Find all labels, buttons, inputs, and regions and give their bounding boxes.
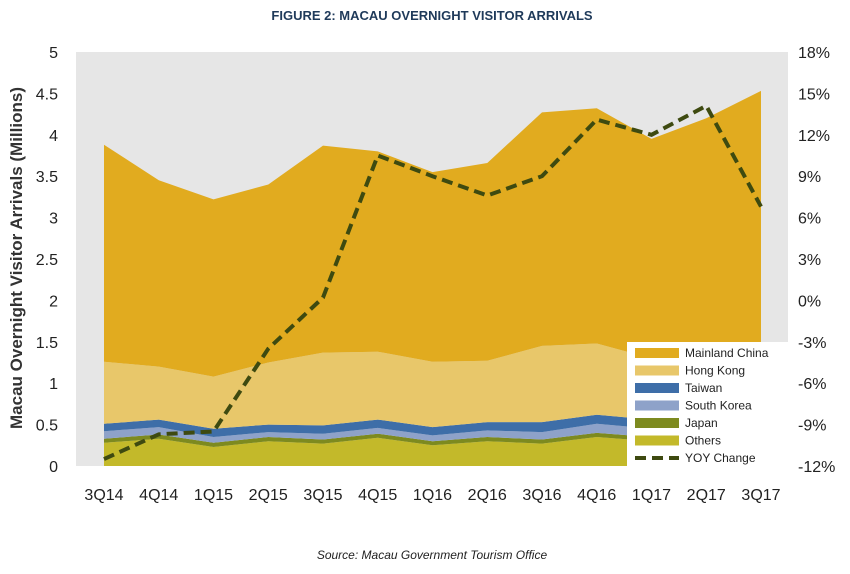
y2-tick-label: -6% bbox=[798, 376, 826, 393]
y2-tick-label: -3% bbox=[798, 335, 826, 352]
legend-swatch bbox=[635, 348, 679, 358]
x-tick-label: 4Q16 bbox=[577, 487, 616, 504]
y2-tick-label: 12% bbox=[798, 128, 830, 145]
y-axis-left: 0 0.5 1 1.5 2 2.5 3 3.5 4 4.5 5 bbox=[36, 45, 58, 476]
area-taiwan bbox=[104, 414, 761, 437]
y2-tick-label: 18% bbox=[798, 45, 830, 62]
legend-swatch bbox=[635, 400, 679, 411]
chart-title: FIGURE 2: MACAU OVERNIGHT VISITOR ARRIVA… bbox=[271, 8, 592, 23]
y-tick-label: 0.5 bbox=[36, 418, 58, 435]
yoy-line-group bbox=[103, 103, 763, 461]
y-tick-label: 2 bbox=[49, 293, 58, 310]
legend-swatch bbox=[635, 435, 679, 446]
y2-tick-label: 9% bbox=[798, 169, 821, 186]
y-axis-label: Macau Overnight Visitor Arrivals (Millio… bbox=[7, 87, 26, 429]
x-tick-label: 1Q16 bbox=[413, 487, 452, 504]
x-tick-label: 1Q15 bbox=[194, 487, 233, 504]
legend-label: Japan bbox=[685, 416, 718, 430]
stacked-areas bbox=[104, 90, 761, 466]
x-tick-label: 4Q15 bbox=[358, 487, 397, 504]
x-tick-label: 2Q17 bbox=[687, 487, 726, 504]
y-tick-label: 3 bbox=[49, 211, 58, 228]
legend: Mainland China Hong Kong Taiwan South Korea… bbox=[627, 342, 788, 471]
legend-label: Others bbox=[685, 434, 721, 448]
legend-swatch bbox=[635, 383, 679, 393]
x-tick-label: 2Q16 bbox=[468, 487, 507, 504]
legend-label: YOY Change bbox=[685, 451, 756, 465]
y-tick-label: 3.5 bbox=[36, 169, 58, 186]
area-hong-kong bbox=[104, 343, 761, 429]
y-tick-label: 5 bbox=[49, 45, 58, 62]
y-tick-label: 1 bbox=[49, 376, 58, 393]
x-axis: 3Q14 4Q14 1Q15 2Q15 3Q15 4Q15 1Q16 2Q16 3Q16 4Q16… bbox=[84, 487, 780, 504]
legend-label: Mainland China bbox=[685, 346, 769, 360]
legend-label: Taiwan bbox=[685, 381, 722, 395]
y2-tick-label: 15% bbox=[798, 86, 830, 103]
legend-label: Hong Kong bbox=[685, 364, 745, 378]
area-others bbox=[104, 436, 761, 466]
x-tick-label: 4Q14 bbox=[139, 487, 178, 504]
y2-tick-label: 3% bbox=[798, 252, 821, 269]
x-tick-label: 3Q16 bbox=[522, 487, 561, 504]
x-tick-label: 2Q15 bbox=[249, 487, 288, 504]
yoy-change-line bbox=[103, 103, 763, 461]
y2-tick-label: -12% bbox=[798, 459, 835, 476]
legend-swatch bbox=[635, 418, 679, 428]
y-tick-label: 4.5 bbox=[36, 86, 58, 103]
source-note: Source: Macau Government Tourism Office bbox=[317, 548, 548, 562]
legend-label: South Korea bbox=[685, 399, 752, 413]
y-tick-label: 1.5 bbox=[36, 335, 58, 352]
area-japan bbox=[104, 432, 761, 447]
legend-swatch bbox=[635, 365, 679, 376]
x-tick-label: 3Q17 bbox=[741, 487, 780, 504]
y-tick-label: 2.5 bbox=[36, 252, 58, 269]
y-tick-label: 4 bbox=[49, 128, 58, 145]
x-tick-label: 3Q15 bbox=[303, 487, 342, 504]
x-tick-label: 1Q17 bbox=[632, 487, 671, 504]
y2-tick-label: -9% bbox=[798, 418, 826, 435]
y2-tick-label: 6% bbox=[798, 211, 821, 228]
area-mainland-china bbox=[104, 90, 761, 377]
y-tick-label: 0 bbox=[49, 459, 58, 476]
y-axis-right: -12% -9% -6% -3% 0% 3% 6% 9% 12% 15% 18% bbox=[798, 45, 835, 476]
y2-tick-label: 0% bbox=[798, 293, 821, 310]
area-south-korea bbox=[104, 423, 761, 443]
x-tick-label: 3Q14 bbox=[84, 487, 123, 504]
